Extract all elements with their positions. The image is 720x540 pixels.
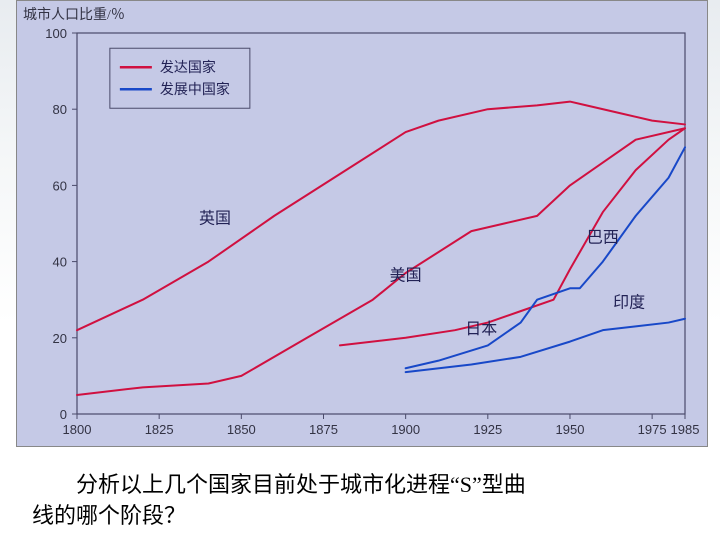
svg-text:1985: 1985 (671, 422, 700, 437)
svg-text:发达国家: 发达国家 (160, 59, 216, 76)
svg-text:巴西: 巴西 (587, 230, 619, 247)
svg-text:1825: 1825 (145, 422, 174, 437)
svg-text:100: 100 (45, 26, 67, 41)
svg-text:英国: 英国 (199, 210, 231, 228)
question-caption: 分析以上几个国家目前处于城市化进程“S”型曲 线的哪个阶段？ (32, 470, 692, 532)
svg-text:80: 80 (53, 102, 67, 117)
svg-text:美国: 美国 (390, 267, 422, 285)
svg-text:1800: 1800 (63, 422, 92, 437)
svg-text:1850: 1850 (227, 422, 256, 437)
svg-text:发展中国家: 发展中国家 (160, 81, 230, 98)
caption-line2: 线的哪个阶段？ (32, 503, 186, 528)
svg-text:城市人口比重/％: 城市人口比重/％ (23, 6, 125, 23)
svg-text:日本: 日本 (465, 320, 497, 338)
svg-text:0: 0 (60, 407, 67, 422)
svg-text:40: 40 (53, 255, 67, 270)
svg-text:1900: 1900 (391, 422, 420, 437)
svg-text:1875: 1875 (309, 422, 338, 437)
svg-text:1925: 1925 (473, 422, 502, 437)
svg-text:20: 20 (53, 331, 67, 346)
svg-text:印度: 印度 (613, 293, 645, 311)
svg-text:1950: 1950 (556, 422, 585, 437)
caption-indent (32, 472, 76, 497)
svg-text:60: 60 (53, 178, 67, 193)
svg-text:1975: 1975 (638, 422, 667, 437)
caption-line1: 分析以上几个国家目前处于城市化进程“S”型曲 (76, 472, 526, 497)
urbanization-chart: 0 20 40 60 80 100 1800 1825 1850 1875 1900 1925 1950… (16, 0, 708, 447)
